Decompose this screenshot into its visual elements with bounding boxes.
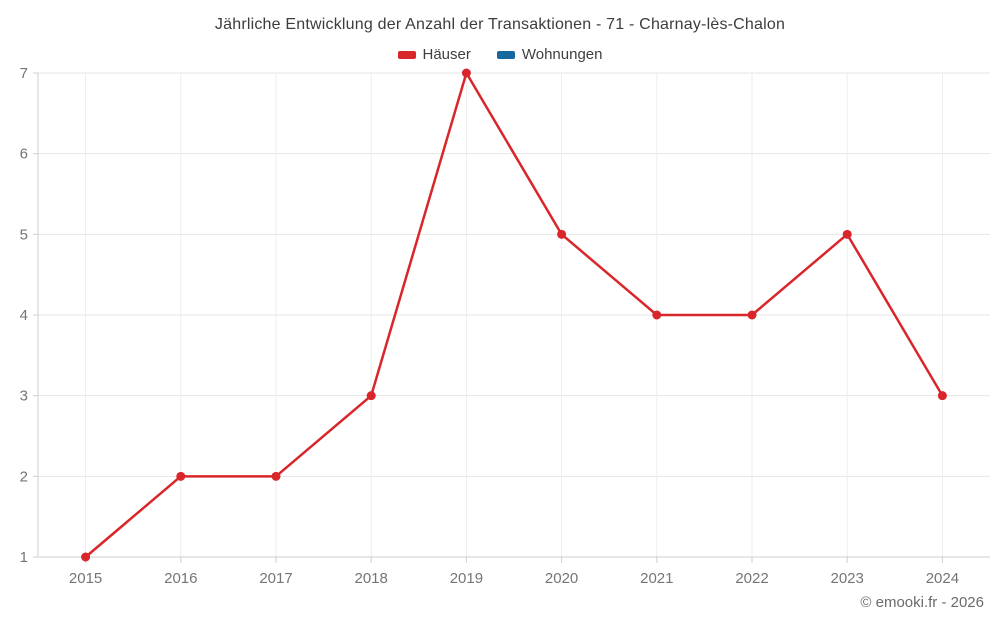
series-line-häuser — [84, 71, 944, 559]
x-tick-label: 2021 — [640, 570, 673, 587]
legend-label-wohnungen: Wohnungen — [521, 46, 603, 63]
y-tick-label: 6 — [20, 146, 28, 163]
data-point[interactable] — [271, 471, 281, 481]
wohnungen-series-swatch-icon — [496, 50, 515, 59]
chart-title: Jährliche Entwicklung der Anzahl der Tra… — [214, 16, 786, 33]
x-tick-label: 2018 — [355, 570, 388, 587]
data-point[interactable] — [937, 391, 947, 401]
x-tick-label: 2020 — [545, 570, 578, 587]
watermark-credit: © emooki.fr - 2026 — [860, 594, 984, 611]
y-tick-label: 7 — [20, 65, 28, 82]
x-tick-label: 2019 — [450, 570, 483, 587]
x-tick-label: 2016 — [164, 570, 197, 587]
data-point[interactable] — [652, 310, 662, 320]
data-point[interactable] — [747, 310, 757, 320]
y-tick-label: 5 — [20, 226, 28, 243]
y-tick-label: 4 — [20, 307, 28, 324]
legend-item-haeuser[interactable]: Häuser — [397, 46, 471, 63]
x-tick-label: 2024 — [926, 570, 959, 587]
data-point[interactable] — [557, 229, 567, 239]
y-tick-label: 2 — [20, 468, 28, 485]
legend-label-haeuser: Häuser — [422, 46, 471, 63]
data-point[interactable] — [366, 391, 376, 401]
x-tick-label: 2023 — [831, 570, 864, 587]
y-tick-label: 1 — [20, 549, 28, 566]
data-point[interactable] — [81, 552, 91, 562]
x-tick-label: 2015 — [69, 570, 102, 587]
data-point[interactable] — [461, 68, 471, 78]
legend-item-wohnungen[interactable]: Wohnungen — [496, 46, 603, 63]
y-tick-label: 3 — [20, 388, 28, 405]
x-tick-label: 2022 — [735, 570, 768, 587]
chart-legend: Häuser Wohnungen — [0, 46, 1000, 63]
data-point[interactable] — [176, 471, 186, 481]
haeuser-series-swatch-icon — [397, 50, 416, 59]
data-point[interactable] — [842, 229, 852, 239]
x-tick-label: 2017 — [259, 570, 292, 587]
